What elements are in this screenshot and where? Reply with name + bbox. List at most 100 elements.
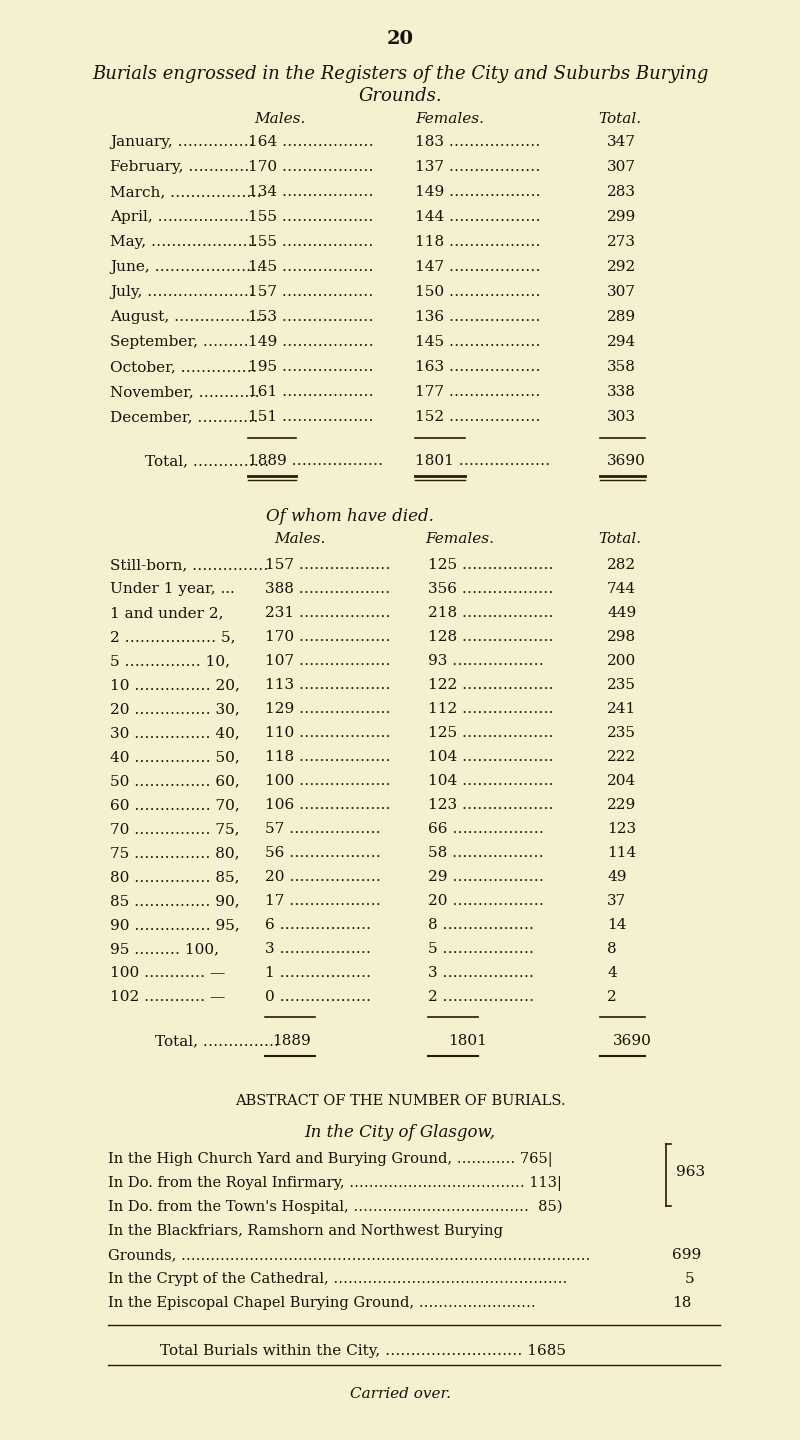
Text: September, ………: September, ……… [110, 336, 249, 348]
Text: 2: 2 [607, 991, 617, 1004]
Text: 229: 229 [607, 798, 636, 812]
Text: 100 ………………: 100 ……………… [265, 775, 390, 788]
Text: 3690: 3690 [607, 454, 646, 468]
Text: 8 ………………: 8 ……………… [428, 919, 534, 932]
Text: 118 ………………: 118 ……………… [415, 235, 541, 249]
Text: 136 ………………: 136 ……………… [415, 310, 541, 324]
Text: 150 ………………: 150 ……………… [415, 285, 541, 300]
Text: Males.: Males. [254, 112, 306, 127]
Text: 10 …………… 20,: 10 …………… 20, [110, 678, 240, 693]
Text: 347: 347 [607, 135, 636, 148]
Text: 1 ………………: 1 ……………… [265, 966, 371, 981]
Text: Grounds.: Grounds. [358, 86, 442, 105]
Text: December, …………: December, ………… [110, 410, 258, 423]
Text: In Do. from the Royal Infirmary, ……………………………… 113|: In Do. from the Royal Infirmary, …………………… [108, 1176, 562, 1191]
Text: 147 ………………: 147 ……………… [415, 261, 541, 274]
Text: 122 ………………: 122 ……………… [428, 678, 554, 693]
Text: 5: 5 [685, 1272, 694, 1286]
Text: 149 ………………: 149 ……………… [415, 184, 541, 199]
Text: 152 ………………: 152 ……………… [415, 410, 541, 423]
Text: March, ………………: March, ……………… [110, 184, 262, 199]
Text: In the Crypt of the Cathedral, …………………………………………: In the Crypt of the Cathedral, ………………………… [108, 1272, 567, 1286]
Text: 40 …………… 50,: 40 …………… 50, [110, 750, 240, 765]
Text: 128 ………………: 128 ……………… [428, 631, 554, 644]
Text: 56 ………………: 56 ……………… [265, 847, 381, 860]
Text: Burials engrossed in the Registers of the City and Suburbs Burying: Burials engrossed in the Registers of th… [92, 65, 708, 84]
Text: Males.: Males. [274, 531, 326, 546]
Text: 449: 449 [607, 606, 636, 621]
Text: 8: 8 [607, 942, 617, 956]
Text: 161 ………………: 161 ……………… [248, 384, 374, 399]
Text: 1889: 1889 [272, 1034, 310, 1048]
Text: November, …………: November, ………… [110, 384, 260, 399]
Text: 3690: 3690 [613, 1034, 652, 1048]
Text: ABSTRACT OF THE NUMBER OF BURIALS.: ABSTRACT OF THE NUMBER OF BURIALS. [234, 1094, 566, 1107]
Text: 170 ………………: 170 ……………… [265, 631, 390, 644]
Text: 80 …………… 85,: 80 …………… 85, [110, 870, 239, 884]
Text: 1 and under 2,: 1 and under 2, [110, 606, 223, 621]
Text: 292: 292 [607, 261, 636, 274]
Text: 2 ……………… 5,: 2 ……………… 5, [110, 631, 235, 644]
Text: In Do. from the Town's Hospital, ………………………………  85): In Do. from the Town's Hospital, …………………… [108, 1200, 562, 1214]
Text: 2 ………………: 2 ……………… [428, 991, 534, 1004]
Text: 307: 307 [607, 285, 636, 300]
Text: 60 …………… 70,: 60 …………… 70, [110, 798, 240, 812]
Text: 134 ………………: 134 ……………… [248, 184, 374, 199]
Text: Total, ……………: Total, …………… [145, 454, 269, 468]
Text: 110 ………………: 110 ……………… [265, 726, 390, 740]
Text: 149 ………………: 149 ……………… [248, 336, 374, 348]
Text: 273: 273 [607, 235, 636, 249]
Text: 0 ………………: 0 ……………… [265, 991, 371, 1004]
Text: 164 ………………: 164 ……………… [248, 135, 374, 148]
Text: 50 …………… 60,: 50 …………… 60, [110, 775, 240, 788]
Text: 699: 699 [672, 1248, 702, 1261]
Text: 107 ………………: 107 ……………… [265, 654, 390, 668]
Text: Still-born, ……………: Still-born, …………… [110, 559, 268, 572]
Text: 235: 235 [607, 678, 636, 693]
Text: 102 ………… —: 102 ………… — [110, 991, 226, 1004]
Text: 5 ………………: 5 ……………… [428, 942, 534, 956]
Text: 17 ………………: 17 ……………… [265, 894, 381, 909]
Text: 14: 14 [607, 919, 626, 932]
Text: 37: 37 [607, 894, 626, 909]
Text: 3 ………………: 3 ……………… [265, 942, 371, 956]
Text: 282: 282 [607, 559, 636, 572]
Text: April, ………………: April, ……………… [110, 210, 249, 225]
Text: 93 ………………: 93 ……………… [428, 654, 544, 668]
Text: Total.: Total. [598, 112, 642, 127]
Text: 30 …………… 40,: 30 …………… 40, [110, 726, 240, 740]
Text: October, ……………: October, …………… [110, 360, 257, 374]
Text: 145 ………………: 145 ……………… [415, 336, 541, 348]
Text: 95 ……… 100,: 95 ……… 100, [110, 942, 219, 956]
Text: 155 ………………: 155 ……………… [248, 210, 374, 225]
Text: Grounds, …………………………………………………………………………: Grounds, ………………………………………………………………………… [108, 1248, 590, 1261]
Text: 338: 338 [607, 384, 636, 399]
Text: 75 …………… 80,: 75 …………… 80, [110, 847, 239, 860]
Text: 963: 963 [676, 1165, 705, 1179]
Text: 20 ………………: 20 ……………… [428, 894, 544, 909]
Text: 125 ………………: 125 ……………… [428, 559, 554, 572]
Text: 218 ………………: 218 ……………… [428, 606, 554, 621]
Text: 177 ………………: 177 ……………… [415, 384, 540, 399]
Text: 151 ………………: 151 ……………… [248, 410, 374, 423]
Text: 356 ………………: 356 ……………… [428, 582, 554, 596]
Text: August, ………………: August, ……………… [110, 310, 266, 324]
Text: 283: 283 [607, 184, 636, 199]
Text: 388 ………………: 388 ……………… [265, 582, 390, 596]
Text: July, …………………: July, ………………… [110, 285, 254, 300]
Text: 299: 299 [607, 210, 636, 225]
Text: 90 …………… 95,: 90 …………… 95, [110, 919, 240, 932]
Text: 1801 ………………: 1801 ……………… [415, 454, 550, 468]
Text: 4: 4 [607, 966, 617, 981]
Text: 113 ………………: 113 ……………… [265, 678, 390, 693]
Text: 241: 241 [607, 703, 636, 716]
Text: 183 ………………: 183 ……………… [415, 135, 540, 148]
Text: 1801: 1801 [448, 1034, 487, 1048]
Text: 20 …………… 30,: 20 …………… 30, [110, 703, 240, 716]
Text: 1889 ………………: 1889 ……………… [248, 454, 383, 468]
Text: 157 ………………: 157 ……………… [265, 559, 390, 572]
Text: Under 1 year, ...: Under 1 year, ... [110, 582, 234, 596]
Text: Total.: Total. [598, 531, 642, 546]
Text: 200: 200 [607, 654, 636, 668]
Text: Carried over.: Carried over. [350, 1387, 450, 1401]
